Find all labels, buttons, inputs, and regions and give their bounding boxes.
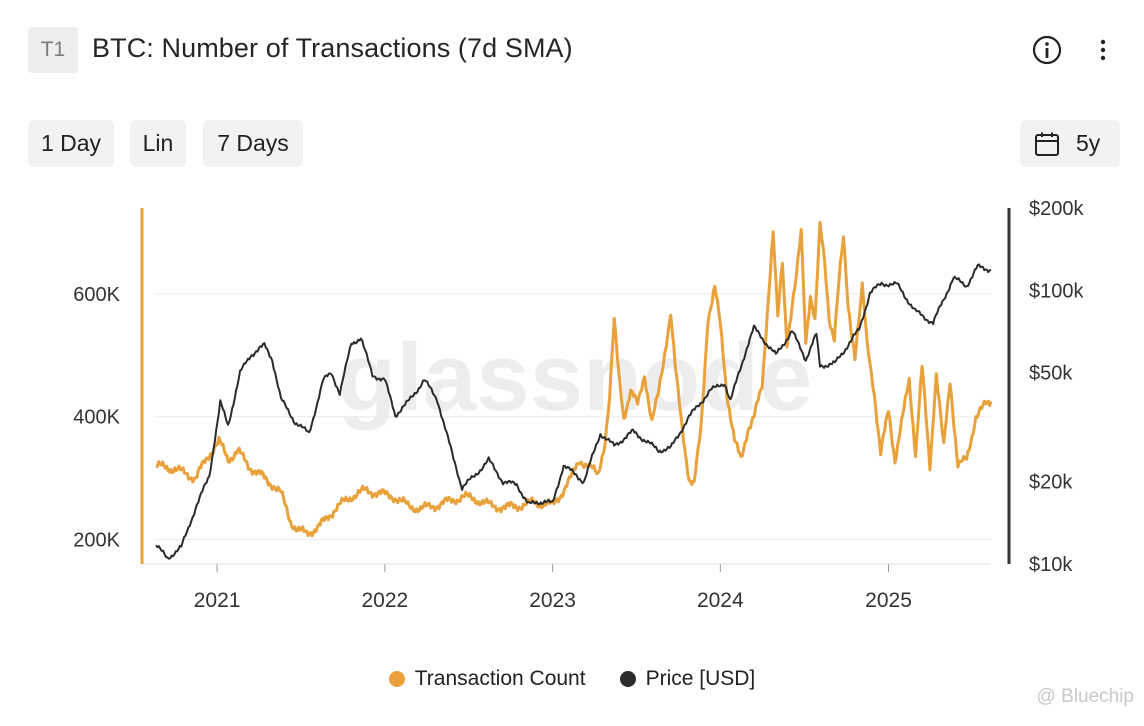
date-range-button[interactable]: 5y <box>1020 120 1120 167</box>
x-tick-label: 2023 <box>529 589 576 612</box>
x-tick-label: 2024 <box>697 589 744 612</box>
legend-item-transaction-count[interactable]: Transaction Count <box>388 667 586 691</box>
legend-dot-transaction-count <box>388 671 405 687</box>
credit-text: @ Bluechip <box>1036 686 1134 707</box>
source-credit: @ Bluechip <box>1037 686 1134 708</box>
resolution-button[interactable]: 1 Day <box>28 120 114 167</box>
y-left-tick-label: 200K <box>73 529 120 551</box>
info-icon[interactable] <box>1031 34 1063 66</box>
legend-item-price[interactable]: Price [USD] <box>619 667 756 691</box>
watermark: glassnode <box>338 324 813 431</box>
calendar-icon <box>1035 132 1059 156</box>
y-right-tick-label: $10k <box>1029 554 1073 576</box>
y-right-tick-label: $50k <box>1029 363 1073 385</box>
x-tick-label: 2025 <box>865 589 912 612</box>
scale-button[interactable]: Lin <box>130 120 186 167</box>
sma-button[interactable]: 7 Days <box>203 120 303 167</box>
legend: Transaction Count Price [USD] <box>0 667 1144 691</box>
legend-label: Price [USD] <box>645 667 756 690</box>
y-right-tick-label: $20k <box>1029 472 1073 494</box>
y-left-tick-label: 600K <box>73 284 120 306</box>
series-line-price <box>155 263 992 560</box>
y-left-tick-label: 400K <box>73 407 120 429</box>
tier-badge: T1 <box>28 27 78 73</box>
legend-dot-price <box>619 671 636 687</box>
y-right-tick-label: $200k <box>1029 198 1084 220</box>
chart-title: BTC: Number of Transactions (7d SMA) <box>92 33 573 63</box>
date-range-label: 5y <box>1076 130 1101 156</box>
chart: glassnode 200K 400K 600K $10k $20k $50k $100k $2… <box>73 198 1084 612</box>
y-right-tick-label: $100k <box>1029 280 1084 302</box>
x-tick-label: 2021 <box>194 589 241 612</box>
more-vertical-icon[interactable] <box>1091 34 1115 66</box>
legend-label: Transaction Count <box>414 667 586 690</box>
x-tick-label: 2022 <box>361 589 408 612</box>
